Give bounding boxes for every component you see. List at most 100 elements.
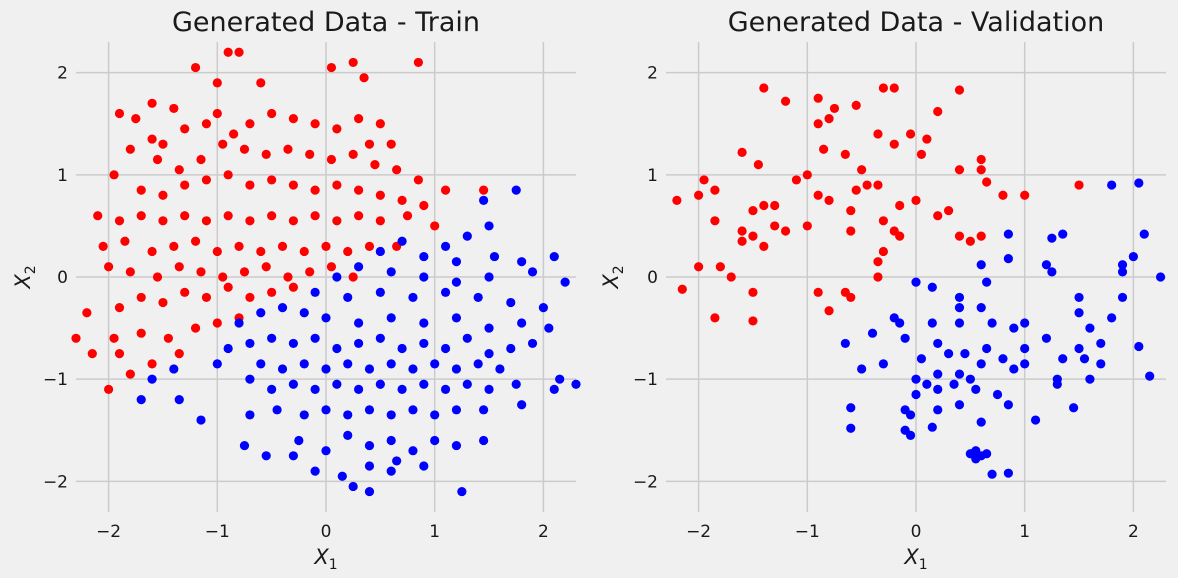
validation-point-class-0 [748,205,758,216]
validation-point-class-1 [1134,341,1144,352]
train-point-class-1 [223,343,233,354]
train-point-class-1 [386,267,396,277]
train-point-class-1 [386,466,396,476]
validation-point-class-1 [954,369,965,379]
train-point-class-1 [354,318,364,328]
train-point-class-0 [212,78,222,88]
validation-point-class-1 [1047,267,1057,277]
train-point-class-0 [114,216,125,226]
validation-x-axis-label: X1 [903,545,927,573]
validation-point-class-1 [1020,343,1030,354]
validation-point-class-1 [1003,229,1013,239]
validation-point-class-0 [878,216,888,226]
train-point-class-1 [440,287,451,297]
validation-point-class-1 [1058,229,1068,239]
train-point-class-0 [147,134,157,144]
train-point-class-1 [457,486,467,497]
train-point-class-1 [511,379,521,389]
validation-point-class-0 [933,106,943,117]
train-point-class-1 [549,251,559,262]
train-point-class-1 [440,343,451,354]
train-point-class-1 [451,405,462,415]
train-point-class-1 [239,440,250,451]
train-point-class-1 [267,333,277,343]
validation-point-class-1 [933,338,943,349]
validation-point-class-0 [873,129,883,139]
train-point-class-1 [256,359,266,369]
train-point-class-1 [245,338,255,349]
train-point-class-0 [364,139,375,149]
train-point-class-0 [158,297,168,308]
train-point-class-0 [109,333,119,343]
train-point-class-0 [283,272,293,282]
train-point-class-1 [408,292,418,303]
validation-point-class-1 [987,318,997,328]
validation-point-class-0 [954,231,965,241]
train-point-class-0 [212,108,222,119]
validation-point-class-0 [710,313,720,323]
validation-point-class-0 [889,139,899,149]
train-point-class-0 [174,349,184,359]
train-point-class-0 [163,333,173,343]
train-point-class-1 [484,323,494,333]
train-point-class-0 [375,190,385,200]
validation-point-class-1 [1134,178,1144,188]
validation-point-class-0 [905,129,916,139]
train-point-class-0 [392,165,402,175]
train-x-tick-label: −2 [96,522,121,542]
train-point-class-1 [332,379,342,389]
train-point-class-1 [310,384,320,394]
train-point-class-0 [239,267,250,277]
train-point-class-1 [147,374,157,384]
train-points [71,47,581,497]
validation-y-tick-label: −1 [633,370,658,390]
train-point-class-1 [392,456,402,466]
validation-point-class-1 [971,384,981,394]
validation-point-class-1 [911,389,921,400]
validation-point-class-0 [998,190,1008,200]
validation-point-class-0 [976,165,986,175]
validation-point-class-0 [748,231,758,241]
train-point-class-1 [354,384,364,394]
train-point-class-0 [364,241,375,251]
validation-point-class-1 [998,354,1008,364]
train-point-class-0 [479,185,489,195]
train-point-class-0 [310,185,320,195]
validation-point-class-1 [1003,400,1013,410]
train-point-class-1 [571,379,581,389]
validation-point-class-1 [971,446,981,456]
validation-point-class-0 [824,195,834,205]
train-point-class-0 [114,108,125,119]
validation-point-class-0 [813,190,823,200]
validation-point-class-1 [1030,415,1041,425]
validation-point-class-1 [1139,229,1149,239]
train-point-class-1 [294,435,304,446]
train-point-class-1 [386,359,396,369]
train-point-class-0 [326,154,337,165]
train-point-class-0 [245,180,255,190]
validation-point-class-1 [1117,260,1128,270]
validation-point-class-0 [829,103,840,114]
validation-point-class-0 [857,165,867,175]
train-point-class-1 [332,272,342,282]
validation-point-class-0 [813,119,823,129]
validation-point-class-0 [694,190,704,200]
train-point-class-0 [174,165,184,175]
train-point-class-1 [288,451,298,461]
validation-point-class-1 [954,303,965,313]
validation-point-class-1 [1003,468,1013,478]
validation-point-class-1 [1020,318,1030,328]
train-y-tick-label: 0 [57,268,68,288]
validation-point-class-1 [1052,379,1062,389]
validation-point-class-0 [911,195,921,205]
validation-point-class-1 [927,422,937,432]
train-point-class-0 [87,349,97,359]
train-point-class-1 [419,251,429,262]
train-point-class-1 [375,333,385,343]
train-point-class-1 [256,308,266,318]
validation-point-class-1 [927,282,937,292]
train-point-class-1 [451,277,462,287]
validation-point-class-1 [976,260,986,270]
validation-point-class-1 [878,359,888,369]
validation-point-class-1 [1041,260,1052,270]
